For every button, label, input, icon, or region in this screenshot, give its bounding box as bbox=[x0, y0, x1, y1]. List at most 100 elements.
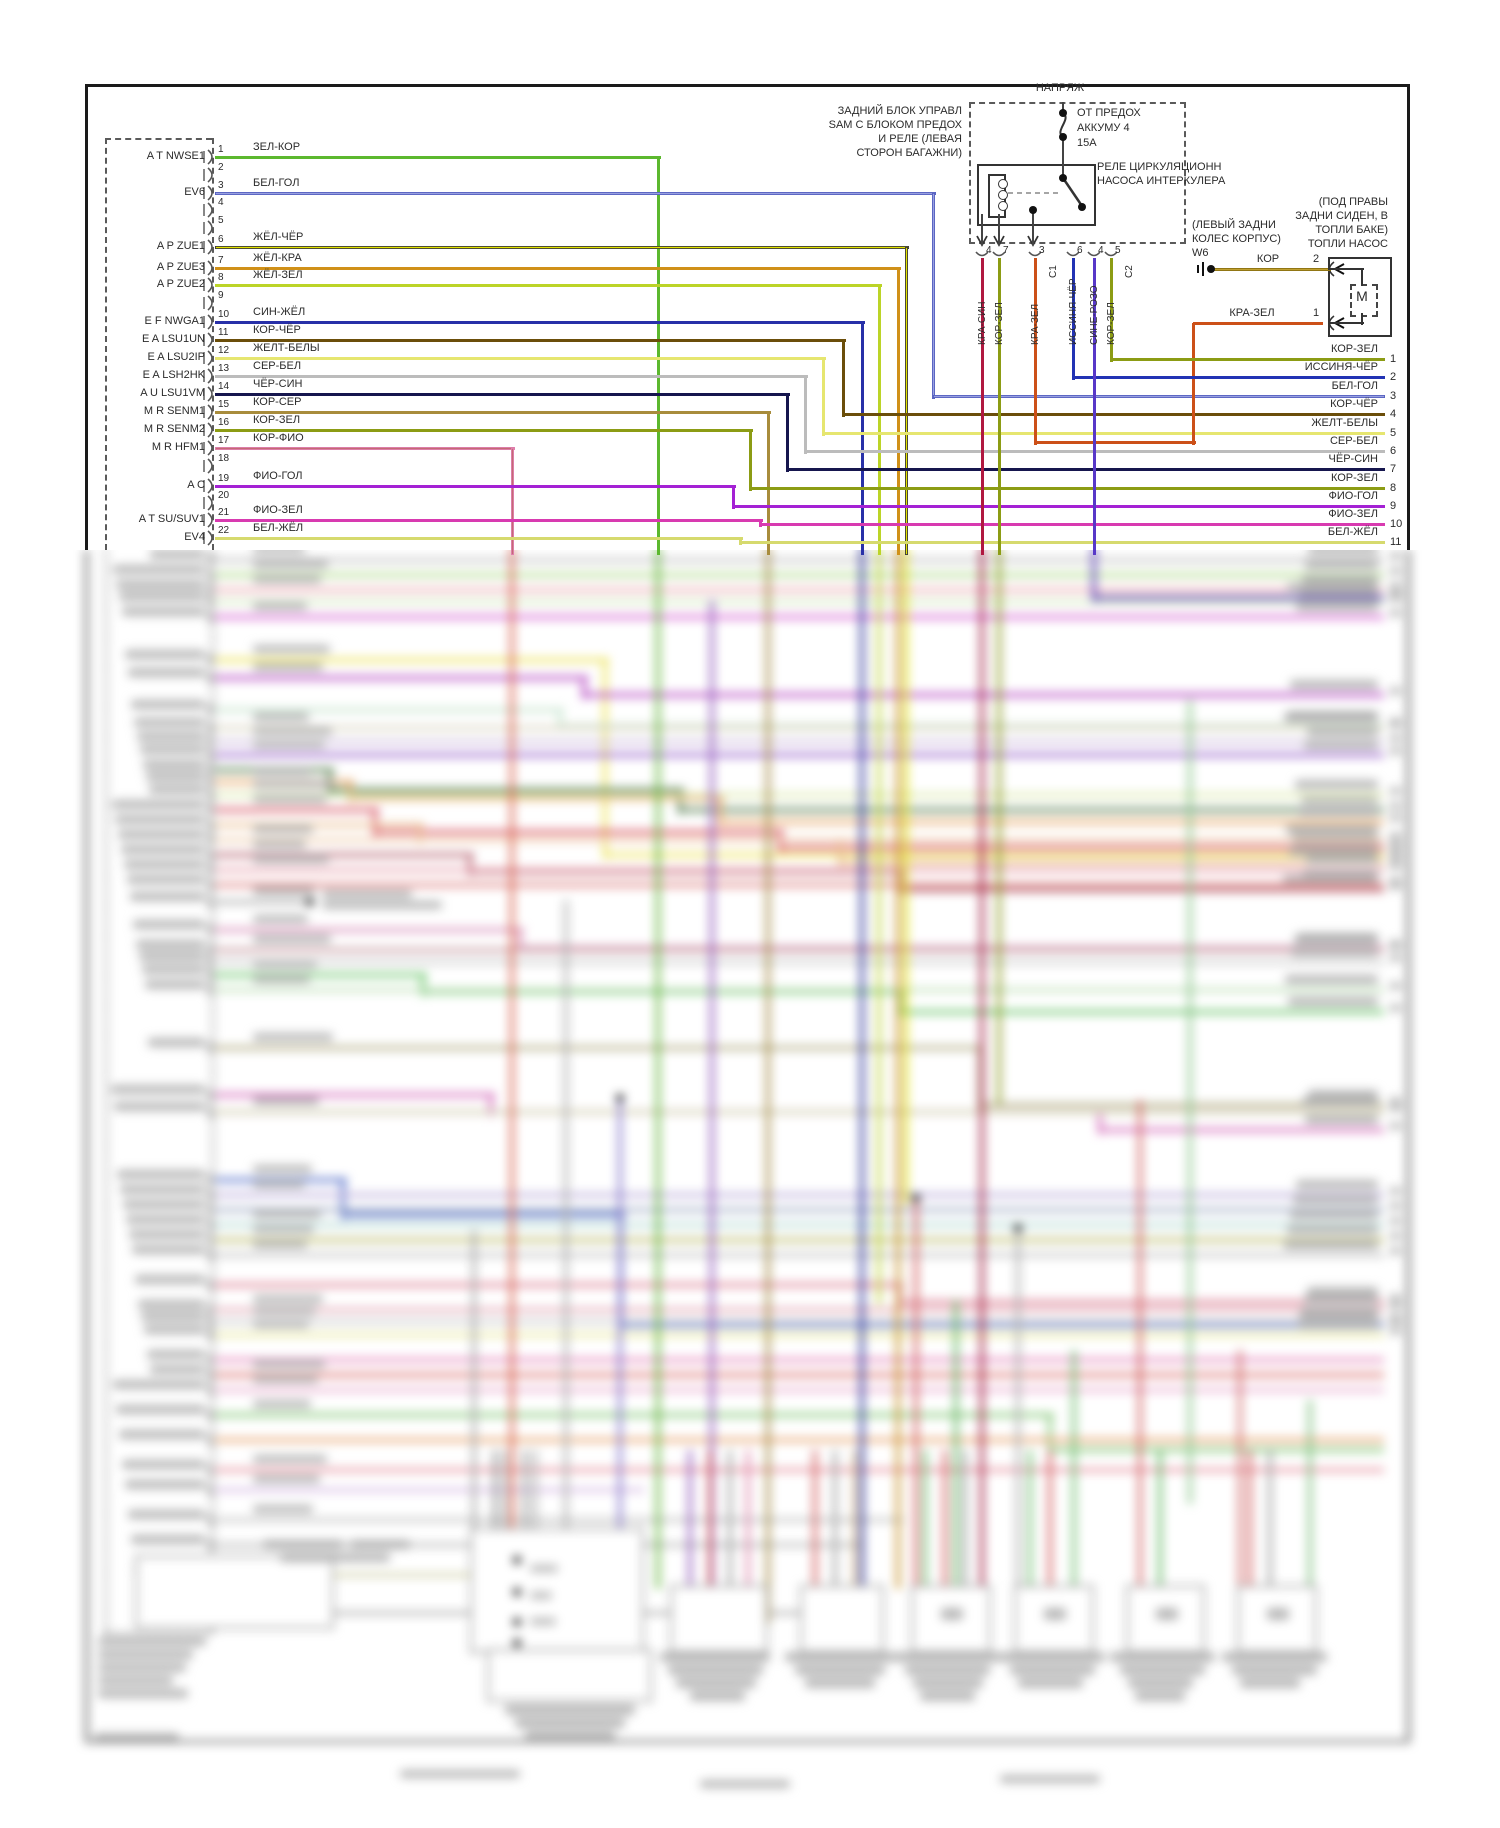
blurred-component-box bbox=[470, 1528, 644, 1653]
blurred-component-box bbox=[487, 1649, 652, 1702]
blurred-wire-label bbox=[253, 975, 310, 983]
wire bbox=[833, 1450, 837, 1589]
blurred-wire-label bbox=[253, 663, 323, 671]
blurred-pin-bracket bbox=[207, 1384, 214, 1396]
wire bbox=[215, 356, 826, 360]
pin-number: 19 bbox=[218, 473, 230, 484]
wire bbox=[215, 988, 1384, 992]
wire bbox=[896, 268, 900, 555]
blurred-pin-name bbox=[126, 1215, 205, 1224]
blurred-right-number bbox=[1390, 1294, 1401, 1302]
right-wire-label: ФИО-ГОЛ bbox=[1328, 490, 1378, 502]
wire bbox=[823, 431, 1385, 435]
ground-icon bbox=[1202, 262, 1204, 276]
blurred-right-label bbox=[1290, 1210, 1378, 1219]
blurred-pin-bracket bbox=[207, 804, 214, 816]
blurred-pin-name bbox=[125, 1480, 205, 1489]
wire bbox=[215, 1283, 904, 1287]
sam-dashed-box bbox=[969, 102, 1186, 244]
blurred-text bbox=[1240, 1678, 1300, 1688]
blurred-pin-bracket bbox=[207, 1249, 214, 1261]
wire bbox=[421, 975, 425, 996]
blurred-text bbox=[1000, 1775, 1100, 1783]
wire bbox=[731, 486, 735, 509]
wire bbox=[778, 832, 782, 852]
wire bbox=[1048, 1450, 1052, 1589]
wire bbox=[1361, 313, 1363, 325]
wire bbox=[954, 1300, 958, 1589]
fuse-label-line: ОТ ПРЕДОХ bbox=[1077, 107, 1141, 119]
wire bbox=[215, 1193, 1384, 1197]
junction-dot bbox=[306, 898, 314, 906]
blurred-pin-name bbox=[140, 745, 205, 754]
wire bbox=[853, 1450, 857, 1589]
left-connector-right-edge bbox=[212, 138, 214, 550]
blurred-right-number bbox=[1390, 847, 1401, 855]
blurred-text bbox=[1156, 1608, 1178, 1620]
wire bbox=[215, 245, 909, 249]
blurred-pin-name bbox=[113, 565, 205, 574]
wire bbox=[215, 973, 427, 977]
wire-color-label: КОР-СЕР bbox=[253, 396, 302, 408]
blurred-text bbox=[1267, 1608, 1289, 1620]
wire-color-label: ЗЕЛ-КОР bbox=[253, 141, 301, 153]
junction-dot bbox=[616, 1094, 624, 1102]
blurred-text bbox=[1000, 1652, 1105, 1662]
blurred-pin-name bbox=[138, 1300, 205, 1309]
wire bbox=[750, 486, 1385, 490]
right-wire-label: КОР-ЗЕЛ bbox=[1330, 343, 1378, 355]
junction-dot bbox=[513, 1618, 521, 1626]
blurred-wire-label bbox=[253, 1505, 313, 1513]
blurred-wire-label bbox=[253, 560, 328, 568]
blurred-right-number bbox=[1390, 1232, 1401, 1240]
blurred-right-number bbox=[1390, 687, 1401, 695]
blurred-pin-name bbox=[142, 965, 205, 974]
blurred-wire-label bbox=[253, 960, 317, 968]
wire bbox=[215, 823, 424, 827]
wire bbox=[472, 1230, 476, 1654]
wire bbox=[215, 1333, 1384, 1337]
blurred-text bbox=[1120, 1665, 1205, 1675]
connector-pin-name: M R SENM2 bbox=[143, 423, 205, 435]
wire bbox=[1158, 1450, 1162, 1589]
sam-pin-wire-label: КРА-СИН bbox=[977, 301, 988, 345]
wire bbox=[1191, 323, 1195, 445]
blurred-pin-name bbox=[124, 860, 205, 869]
blurred-right-label bbox=[1287, 1225, 1378, 1234]
wire bbox=[215, 1468, 1384, 1472]
wire bbox=[215, 600, 1384, 604]
wire bbox=[1193, 321, 1323, 325]
wire bbox=[215, 1320, 1384, 1324]
wire bbox=[215, 1308, 1384, 1312]
blurred-pin-name bbox=[149, 785, 205, 794]
blurred-wire-label bbox=[253, 1097, 319, 1105]
right-wire-label: КОР-ЗЕЛ bbox=[1330, 472, 1378, 484]
wire bbox=[215, 1223, 1384, 1227]
sam-description-line: SAM С БЛОКОМ ПРЕДОХ bbox=[828, 119, 962, 131]
blurred-pin-name bbox=[132, 1245, 205, 1254]
pin-number: 16 bbox=[218, 417, 230, 428]
blurred-component-box bbox=[135, 1555, 334, 1629]
junction-dot bbox=[1014, 1224, 1022, 1232]
blurred-pin-name bbox=[128, 1510, 205, 1519]
wire bbox=[215, 558, 1384, 562]
blurred-right-label bbox=[1296, 602, 1378, 611]
sam-pin-number: 7 bbox=[1003, 245, 1009, 256]
junction-dot bbox=[1059, 174, 1067, 182]
relay-label-line: РЕЛЕ ЦИРКУЛЯЦИОНН bbox=[1097, 161, 1222, 173]
connector-pin-name: A T SU/SUV1 bbox=[138, 513, 205, 525]
frame-right bbox=[1407, 84, 1410, 550]
wire bbox=[1361, 269, 1363, 286]
wire bbox=[605, 853, 1384, 857]
blurred-wire-label bbox=[253, 1400, 311, 1408]
wire bbox=[838, 840, 842, 866]
ground-icon bbox=[1197, 265, 1199, 273]
blurred-pin-bracket bbox=[207, 764, 214, 776]
blurred-wire-label bbox=[253, 1210, 321, 1218]
wire bbox=[1028, 1450, 1032, 1589]
pin-number: 7 bbox=[218, 255, 224, 266]
blurred-right-label bbox=[1301, 1307, 1378, 1316]
blurred-right-label bbox=[1296, 1180, 1378, 1189]
wire bbox=[998, 214, 1000, 245]
